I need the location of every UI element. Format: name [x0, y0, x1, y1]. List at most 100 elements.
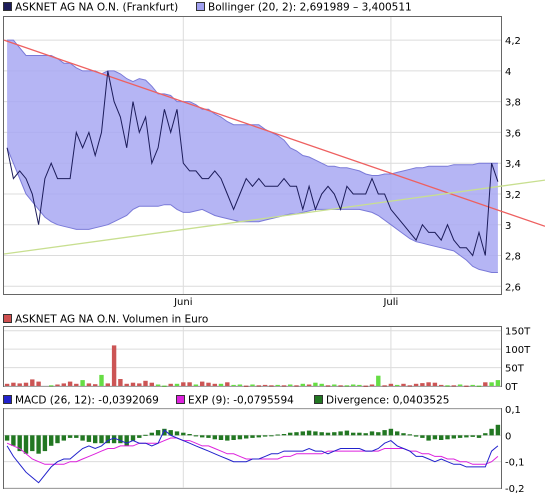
volume-legend: ASKNET AG NA O.N. Volumen in Euro: [3, 314, 208, 326]
volume-bar: [256, 385, 261, 387]
volume-bar: [49, 385, 54, 387]
divergence-bar: [376, 432, 381, 436]
divergence-bar: [256, 435, 261, 438]
macd-y-tick-label: -0,1: [505, 458, 525, 469]
macd-legend-label: MACD (26, 12): -0,0392069: [15, 395, 159, 407]
volume-bar: [288, 384, 293, 386]
volume-bar: [294, 385, 299, 387]
divergence-bar: [432, 435, 438, 440]
macd-y-tick-label: -0,2: [505, 484, 525, 495]
divergence-bar: [55, 435, 60, 444]
bollinger-upper-line: [7, 39, 498, 176]
volume-bar: [457, 384, 463, 386]
divergence-bar: [275, 434, 280, 436]
volume-bar: [193, 384, 199, 386]
volume-bar: [413, 383, 419, 386]
bollinger-band-area: [7, 40, 498, 273]
volume-bar: [432, 382, 438, 386]
macd-plot: [4, 424, 501, 484]
volume-bar: [407, 385, 412, 387]
divergence-bar: [80, 435, 85, 441]
divergence-bar: [111, 435, 117, 444]
volume-bar: [244, 385, 249, 387]
volume-bar: [137, 383, 142, 386]
volume-bar: [74, 383, 79, 386]
uptrend-line: [3, 179, 545, 255]
price-y-tick-label: 3,2: [505, 190, 521, 201]
volume-bar: [206, 382, 211, 386]
volume-bar: [231, 384, 236, 386]
volume-bar: [401, 383, 406, 386]
divergence-bar: [42, 435, 48, 452]
divergence-bar: [168, 430, 173, 436]
volume-legend-label: ASKNET AG NA O.N. Volumen in Euro: [15, 314, 208, 326]
volume-bar: [237, 384, 243, 386]
volume-bar: [470, 384, 475, 386]
price-y-tick-label: 2,6: [505, 282, 521, 293]
macd-y-tick-label: 0,1: [505, 405, 521, 416]
volume-bar: [332, 384, 337, 386]
volume-bar: [36, 381, 41, 386]
divergence-legend-swatch: [314, 395, 323, 404]
price-legend-label: ASKNET AG NA O.N. (Frankfurt): [15, 2, 178, 14]
divergence-bar: [344, 430, 350, 436]
macd-y-tick-label: 0: [505, 431, 511, 442]
divergence-bar: [187, 434, 192, 436]
volume-bar: [262, 384, 268, 386]
volume-bar: [111, 345, 117, 386]
macd-legend: MACD (26, 12): -0,0392069 EXP (9): -0,07…: [3, 395, 449, 407]
divergence-bar: [457, 435, 463, 438]
divergence-bar: [93, 435, 98, 444]
divergence-bar: [313, 431, 318, 436]
volume-bar: [187, 382, 192, 386]
divergence-bar: [218, 435, 224, 440]
divergence-bar: [225, 435, 230, 441]
volume-bar: [143, 380, 148, 386]
divergence-bar: [319, 432, 324, 436]
volume-bar: [426, 382, 431, 386]
divergence-bar: [4, 435, 10, 441]
divergence-bar: [306, 430, 312, 436]
macd-panel-frame: [3, 408, 502, 489]
divergence-legend-label: Divergence: 0,0403525: [326, 395, 449, 407]
divergence-bar: [483, 433, 488, 436]
divergence-bar: [99, 435, 104, 444]
volume-bar: [351, 384, 356, 386]
volume-y-tick-label: 100T: [505, 345, 531, 356]
volume-bar: [483, 382, 488, 386]
divergence-bar: [357, 432, 362, 436]
divergence-bar: [250, 435, 255, 438]
price-y-tick-label: 4: [505, 67, 511, 78]
divergence-bar: [332, 432, 337, 436]
volume-bar: [162, 385, 167, 387]
divergence-bar: [174, 431, 180, 436]
volume-bar: [30, 379, 35, 386]
volume-bar: [495, 380, 501, 386]
volume-panel-frame: [3, 326, 502, 387]
divergence-bar: [464, 435, 469, 438]
volume-bar: [174, 383, 180, 386]
price-y-tick-label: 3: [505, 221, 511, 232]
divergence-bar: [351, 432, 356, 436]
divergence-bar: [200, 435, 205, 438]
divergence-bar: [382, 430, 387, 436]
volume-bar: [269, 385, 274, 387]
x-tick-label-juni: Juni: [173, 297, 192, 308]
volume-bar: [439, 384, 444, 386]
price-y-tick-label: 2,8: [505, 252, 521, 263]
volume-bar: [489, 382, 494, 386]
volume-bar: [61, 383, 66, 386]
volume-bar: [23, 382, 29, 386]
volume-y-tick-label: 0T: [505, 382, 518, 393]
divergence-bar: [407, 434, 412, 436]
divergence-bar: [401, 433, 406, 436]
exp-legend-swatch: [176, 395, 185, 404]
volume-bar: [130, 382, 136, 386]
volume-bar: [306, 384, 312, 386]
volume-bar: [325, 385, 331, 387]
volume-bar: [124, 383, 129, 386]
divergence-bar: [288, 432, 293, 436]
macd-legend-swatch: [3, 395, 12, 404]
divergence-bar: [137, 435, 142, 438]
